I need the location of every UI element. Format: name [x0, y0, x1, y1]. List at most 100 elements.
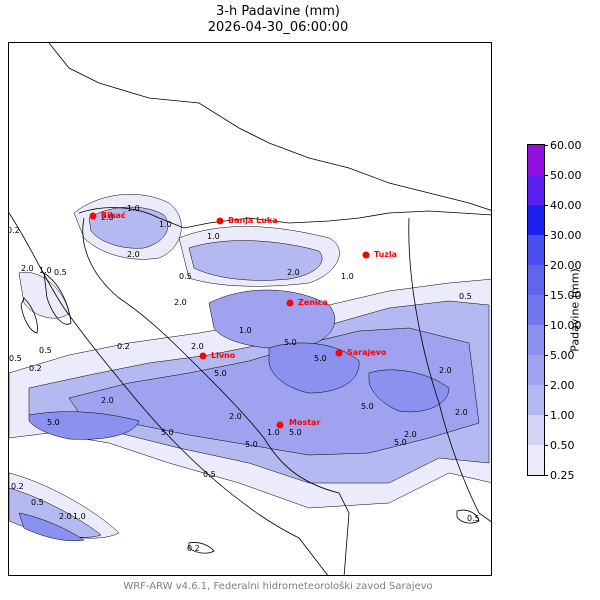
contour-label: 5.0 [394, 438, 407, 447]
border-line [82, 217, 350, 575]
contour-label: 0.5 [39, 346, 52, 355]
contour-label: 0.5 [467, 514, 480, 523]
coastline [9, 212, 328, 575]
colorbar-segment [528, 205, 544, 235]
contour-label: 5.0 [245, 440, 258, 449]
contour-label: 2.0 [59, 512, 72, 521]
contour-label: 2.0 [439, 366, 452, 375]
contour-label: 2.0 [287, 268, 300, 277]
precip-area-500 [368, 369, 450, 413]
contour-label: 5.0 [161, 428, 174, 437]
colorbar-segment [528, 295, 544, 325]
city-label: Banja Luka [228, 216, 278, 225]
contour-label: 0.5 [54, 268, 67, 277]
contour-label: 1.0 [127, 204, 140, 213]
city-marker [335, 349, 343, 357]
contour-label: 1.0 [73, 512, 86, 521]
contour-label: 1.0 [239, 326, 252, 335]
contour-label: 1.0 [39, 266, 52, 275]
contour-label: 0.2 [9, 226, 20, 235]
map-title-timestamp: 2026-04-30_06:00:00 [207, 20, 349, 35]
contour-label: 0.5 [9, 354, 22, 363]
contour-label: 5.0 [284, 338, 297, 347]
contour-label: 5.0 [361, 402, 374, 411]
city-zenica: Zenica [286, 298, 328, 307]
city-label: Sarajevo [347, 348, 387, 357]
precip-area-500 [268, 342, 360, 394]
city-marker [362, 251, 370, 259]
island-outline [188, 542, 215, 554]
city-marker [286, 299, 294, 307]
contour-label: 5.0 [314, 354, 327, 363]
precip-area-500 [28, 411, 140, 440]
colorbar-tick: 5.00 [545, 350, 575, 361]
colorbar-segment [528, 265, 544, 295]
city-bihac: Bihać [89, 210, 126, 220]
contour-label: 2.0 [455, 408, 468, 417]
footer-credit: WRF-ARW v4.6.1, Federalni hidrometeorolo… [123, 581, 433, 592]
city-label: Tuzla [374, 250, 397, 259]
contour-labels: 1.0 2.0 0.2 2.0 1.0 0.5 1.0 0.5 2.0 0.5 … [9, 204, 480, 553]
map-title: 3-h Padavine (mm) 2026-04-30_06:00:00 [0, 4, 556, 36]
precipitation-map: 1.0 2.0 0.2 2.0 1.0 0.5 1.0 0.5 2.0 0.5 … [8, 42, 492, 576]
contour-label: 2.0 [127, 250, 140, 259]
map-canvas: 1.0 2.0 0.2 2.0 1.0 0.5 1.0 0.5 2.0 0.5 … [9, 43, 491, 575]
contour-label: 2.0 [21, 264, 34, 273]
city-marker [216, 217, 224, 225]
city-mostar: Mostar [276, 418, 320, 429]
precip-area-200 [208, 289, 335, 349]
contour-label: 2.0 [229, 412, 242, 421]
colorbar-tick: 15.00 [545, 290, 582, 301]
contour-label: 5.0 [47, 418, 60, 427]
colorbar-segment [528, 355, 544, 385]
colorbar-label: Padavine (mm) [568, 268, 582, 352]
city-label: Livno [211, 351, 236, 360]
contour-label: 2.0 [191, 342, 204, 351]
island-outline [20, 297, 38, 334]
contour-label: 0.2 [117, 342, 130, 351]
island-outline [456, 509, 480, 524]
colorbar-tick: 20.00 [545, 260, 582, 271]
contour-label: 1.0 [207, 232, 220, 241]
city-tuzla: Tuzla [362, 250, 397, 259]
colorbar-tick: 0.50 [545, 440, 575, 451]
contour-label: 2.0 [174, 298, 187, 307]
contour-label: 1.0 [341, 272, 354, 281]
contour-label: 0.2 [11, 482, 24, 491]
contour-label: 5.0 [289, 428, 302, 437]
island-outline [43, 272, 72, 325]
colorbar-tick: 0.25 [545, 470, 575, 481]
contour-label: 2.0 [404, 430, 417, 439]
contour-label: 0.2 [29, 364, 42, 373]
colorbar-segment [528, 235, 544, 265]
colorbar-tick: 40.00 [545, 200, 582, 211]
city-marker [89, 212, 97, 220]
contour-label: 0.2 [187, 544, 200, 553]
contour-label: 1.0 [159, 220, 172, 229]
colorbar-segment [528, 385, 544, 415]
colorbar-tick: 60.00 [545, 140, 582, 151]
colorbar [527, 144, 545, 476]
colorbar-segment [528, 415, 544, 445]
precip-area-500 [18, 512, 85, 542]
colorbar-segment [528, 445, 544, 475]
border-line [408, 217, 491, 523]
colorbar-tick: 2.00 [545, 380, 575, 391]
precip-area-200 [68, 327, 480, 456]
map-title-variable: 3-h Padavine (mm) [216, 4, 340, 19]
precip-area-100 [88, 206, 169, 249]
colorbar-tick: 10.00 [545, 320, 582, 331]
colorbar-tick: 1.00 [545, 410, 575, 421]
border-line [78, 207, 491, 229]
city-marker [276, 421, 284, 429]
city-sarajevo: Sarajevo [335, 348, 387, 357]
colorbar-tick: 50.00 [545, 170, 582, 181]
colorbar-segment [528, 325, 544, 355]
contour-label: 2.0 [101, 213, 114, 222]
colorbar-tick: 30.00 [545, 230, 582, 241]
city-label: Mostar [289, 418, 320, 427]
border-line [48, 43, 491, 211]
precip-area-100 [188, 240, 323, 281]
contour-label: 0.5 [179, 272, 192, 281]
precip-area-025 [18, 271, 70, 319]
